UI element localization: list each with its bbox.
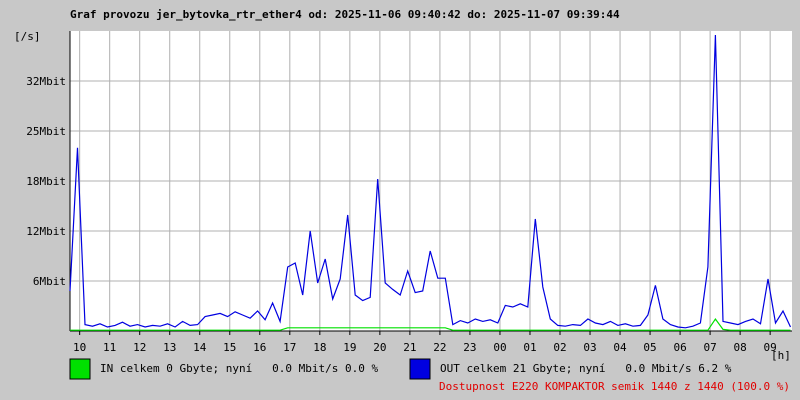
legend-name: OUT bbox=[440, 362, 460, 375]
x-tick-label: 01 bbox=[523, 341, 536, 354]
x-axis-label: [h] bbox=[771, 349, 791, 362]
x-tick-label: 17 bbox=[283, 341, 296, 354]
x-tick-label: 03 bbox=[583, 341, 596, 354]
x-tick-label: 04 bbox=[613, 341, 627, 354]
x-tick-label: 22 bbox=[433, 341, 446, 354]
x-tick-label: 09 bbox=[764, 341, 777, 354]
x-tick-label: 05 bbox=[643, 341, 656, 354]
y-tick-label: 25Mbit bbox=[26, 125, 66, 138]
legend-entry: IN celkem 0 Gbyte; nyní 0.0 Mbit/s 0.0 % bbox=[100, 362, 379, 375]
x-tick-label: 19 bbox=[343, 341, 356, 354]
grid: 6Mbit 12Mbit 18Mbit 25Mbit 32Mbit 10 11 12 13 14 1… bbox=[26, 31, 792, 354]
x-tick-label: 06 bbox=[673, 341, 686, 354]
series-line bbox=[69, 34, 792, 329]
lines bbox=[69, 34, 792, 331]
x-tick-label: 16 bbox=[253, 341, 266, 354]
x-tick-label: 23 bbox=[463, 341, 476, 354]
x-tick-label: 15 bbox=[223, 341, 236, 354]
y-tick-label: 6Mbit bbox=[33, 275, 66, 288]
x-tick-label: 18 bbox=[313, 341, 326, 354]
legend-entry: OUT celkem 21 Gbyte; nyní 0.0 Mbit/s 6.2 … bbox=[440, 362, 732, 375]
y-axis-label: [/s] bbox=[14, 30, 41, 43]
legend-name: IN bbox=[100, 362, 113, 375]
x-tick-label: 10 bbox=[73, 341, 86, 354]
legend-summary: celkem 21 Gbyte; nyní 0.0 Mbit/s 6.2 % bbox=[466, 362, 731, 375]
x-tick-label: 08 bbox=[733, 341, 746, 354]
legend-summary: celkem 0 Gbyte; nyní 0.0 Mbit/s 0.0 % bbox=[120, 362, 379, 375]
series-line bbox=[70, 317, 791, 331]
x-tick-label: 21 bbox=[403, 341, 416, 354]
y-tick-label: 12Mbit bbox=[26, 225, 66, 238]
x-tick-label: 07 bbox=[703, 341, 716, 354]
x-tick-label: 00 bbox=[493, 341, 506, 354]
x-tick-label: 20 bbox=[373, 341, 386, 354]
x-tick-label: 13 bbox=[163, 341, 176, 354]
x-tick-label: 02 bbox=[553, 341, 566, 354]
legend-swatch bbox=[69, 358, 91, 380]
x-tick-label: 14 bbox=[193, 341, 207, 354]
y-tick-label: 18Mbit bbox=[26, 175, 66, 188]
legend: IN celkem 0 Gbyte; nyní 0.0 Mbit/s 0.0 % O… bbox=[69, 358, 790, 393]
y-tick-label: 32Mbit bbox=[26, 75, 66, 88]
x-tick-label: 11 bbox=[103, 341, 116, 354]
chart-title: Graf provozu jer_bytovka_rtr_ether4 od: … bbox=[70, 8, 620, 21]
x-tick-label: 12 bbox=[133, 341, 146, 354]
legend-swatch bbox=[409, 358, 431, 380]
availability: Dostupnost E220 KOMPAKTOR semik 1440 z 1… bbox=[439, 380, 790, 393]
